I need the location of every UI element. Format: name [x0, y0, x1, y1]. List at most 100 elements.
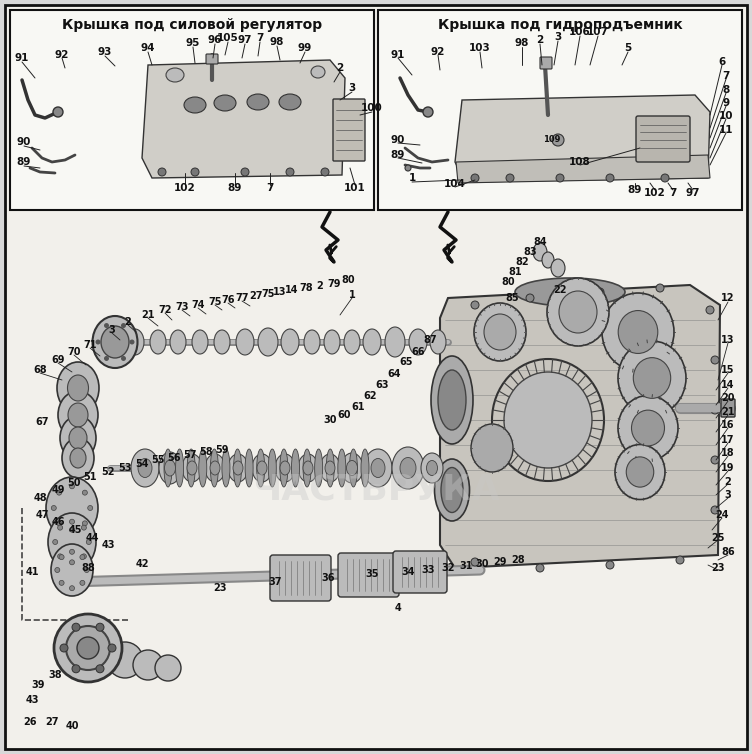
- FancyBboxPatch shape: [10, 10, 374, 210]
- Ellipse shape: [275, 454, 295, 482]
- Ellipse shape: [292, 449, 299, 487]
- Ellipse shape: [280, 449, 288, 487]
- Circle shape: [471, 174, 479, 182]
- Ellipse shape: [247, 94, 269, 110]
- Text: 82: 82: [515, 257, 529, 267]
- Text: Крышка под силовой регулятор: Крышка под силовой регулятор: [62, 18, 322, 32]
- Ellipse shape: [542, 252, 554, 268]
- Text: 17: 17: [721, 435, 735, 445]
- Text: 8: 8: [723, 85, 729, 95]
- Ellipse shape: [304, 330, 320, 354]
- Ellipse shape: [210, 461, 220, 475]
- Text: 85: 85: [505, 293, 519, 303]
- Text: 32: 32: [441, 563, 455, 573]
- FancyBboxPatch shape: [393, 551, 447, 593]
- Text: 66: 66: [411, 347, 425, 357]
- Text: 106: 106: [569, 27, 591, 37]
- Text: 42: 42: [135, 559, 149, 569]
- Ellipse shape: [559, 291, 597, 333]
- Text: 20: 20: [721, 393, 735, 403]
- Text: 57: 57: [183, 450, 197, 460]
- Ellipse shape: [62, 438, 94, 478]
- Text: 73: 73: [175, 302, 189, 312]
- Circle shape: [121, 356, 126, 361]
- FancyBboxPatch shape: [636, 116, 690, 162]
- Text: 4: 4: [395, 603, 402, 613]
- Text: 84: 84: [533, 237, 547, 247]
- Text: 7: 7: [669, 188, 677, 198]
- Text: 102: 102: [174, 183, 196, 193]
- Circle shape: [55, 568, 60, 572]
- Ellipse shape: [257, 461, 267, 475]
- Ellipse shape: [551, 259, 565, 277]
- Text: 19: 19: [721, 463, 735, 473]
- Text: 54: 54: [135, 459, 149, 469]
- Text: 3: 3: [348, 83, 356, 93]
- Text: 97: 97: [686, 188, 700, 198]
- Text: Крышка под гидроподъемник: Крышка под гидроподъемник: [438, 18, 682, 32]
- Text: 14: 14: [285, 285, 299, 295]
- Text: 107: 107: [587, 27, 609, 37]
- Ellipse shape: [281, 329, 299, 355]
- Ellipse shape: [107, 642, 143, 678]
- Circle shape: [58, 554, 62, 559]
- Text: 49: 49: [51, 485, 65, 495]
- Text: 18: 18: [721, 448, 735, 458]
- Ellipse shape: [426, 461, 438, 476]
- Text: 1: 1: [408, 173, 416, 183]
- Ellipse shape: [280, 461, 290, 475]
- Text: 3: 3: [108, 325, 115, 335]
- Circle shape: [96, 339, 101, 345]
- Ellipse shape: [133, 650, 163, 680]
- Circle shape: [80, 581, 85, 585]
- Ellipse shape: [101, 326, 129, 358]
- Circle shape: [69, 520, 74, 524]
- Text: 13: 13: [721, 335, 735, 345]
- Ellipse shape: [234, 449, 241, 487]
- Ellipse shape: [205, 454, 225, 482]
- Circle shape: [661, 174, 669, 182]
- Text: 105: 105: [217, 33, 239, 43]
- Ellipse shape: [344, 330, 360, 354]
- Circle shape: [711, 406, 719, 414]
- Circle shape: [471, 301, 479, 309]
- Text: 5: 5: [624, 43, 632, 53]
- Text: 76: 76: [221, 295, 235, 305]
- Text: 27: 27: [249, 291, 262, 301]
- Circle shape: [711, 356, 719, 364]
- Text: 79: 79: [327, 279, 341, 289]
- Ellipse shape: [615, 445, 665, 499]
- Ellipse shape: [435, 459, 469, 521]
- Text: 90: 90: [17, 137, 31, 147]
- Ellipse shape: [350, 449, 357, 487]
- Text: 89: 89: [391, 150, 405, 160]
- Ellipse shape: [214, 95, 236, 111]
- Ellipse shape: [126, 329, 144, 355]
- Circle shape: [321, 168, 329, 176]
- Text: 86: 86: [721, 547, 735, 557]
- Ellipse shape: [57, 362, 99, 414]
- Ellipse shape: [166, 68, 184, 82]
- Ellipse shape: [533, 243, 547, 261]
- Text: 39: 39: [32, 680, 45, 690]
- Text: 44: 44: [85, 533, 99, 543]
- Ellipse shape: [192, 330, 208, 354]
- Ellipse shape: [150, 330, 166, 354]
- Ellipse shape: [170, 330, 186, 354]
- Text: 89: 89: [17, 157, 31, 167]
- Text: 41: 41: [26, 567, 39, 577]
- Text: 64: 64: [387, 369, 401, 379]
- Text: 56: 56: [167, 453, 180, 463]
- Ellipse shape: [347, 461, 357, 476]
- Ellipse shape: [385, 327, 405, 357]
- Circle shape: [506, 174, 514, 182]
- Text: 14: 14: [721, 380, 735, 390]
- Text: 92: 92: [55, 50, 69, 60]
- Polygon shape: [455, 95, 710, 182]
- Circle shape: [69, 586, 74, 590]
- Text: 92: 92: [431, 47, 445, 57]
- Circle shape: [606, 174, 614, 182]
- Ellipse shape: [314, 449, 323, 487]
- Ellipse shape: [77, 637, 99, 659]
- Text: 40: 40: [65, 721, 79, 731]
